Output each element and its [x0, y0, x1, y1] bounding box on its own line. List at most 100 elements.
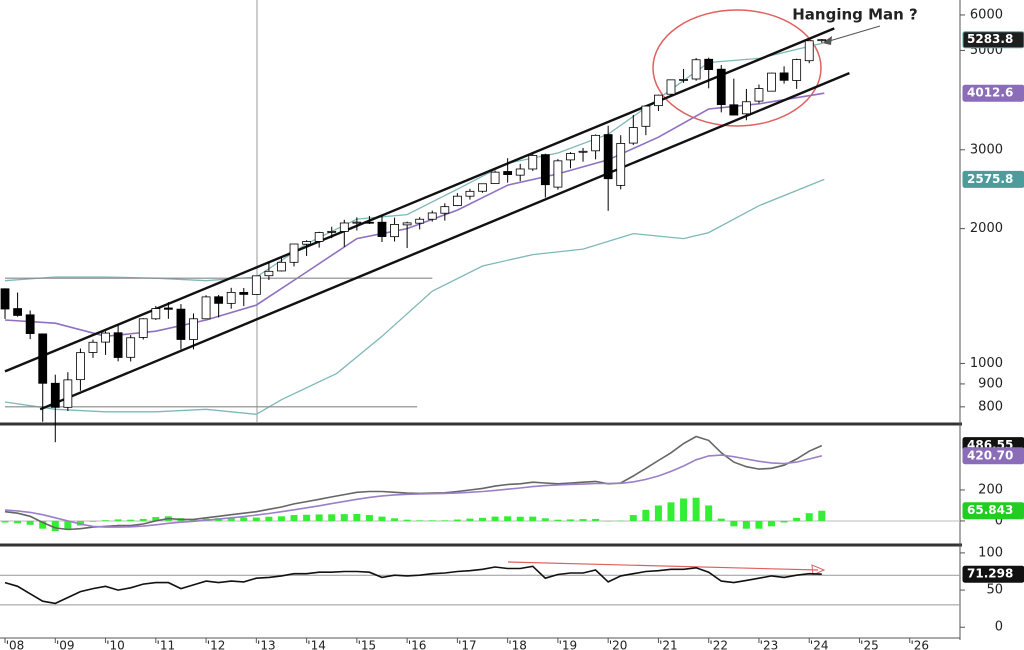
candle-body [490, 171, 500, 185]
candle-body [302, 241, 311, 245]
candle-body [704, 58, 714, 71]
y-tick-label: 1000 [970, 356, 1003, 371]
histogram-bar [14, 520, 22, 524]
histogram-bar [403, 519, 411, 521]
annotation: Hanging Man ? [792, 6, 918, 24]
histogram-bar [227, 517, 235, 521]
candle-body [691, 59, 701, 80]
histogram-bar [127, 519, 135, 521]
histogram-bar [416, 520, 424, 521]
x-tick-label: '24 [810, 639, 829, 650]
histogram-bar [780, 520, 788, 523]
price-label-box [962, 84, 1024, 102]
candle-body [515, 168, 525, 176]
histogram-bar [604, 520, 612, 522]
histogram-bar [152, 517, 160, 521]
price-label-box [962, 31, 1024, 49]
x-tick-label: '26 [910, 639, 929, 650]
candle-body [578, 150, 588, 153]
overlay-line [4, 27, 835, 373]
price-label: 4012.6 [967, 86, 1013, 100]
histogram-bar [617, 520, 625, 522]
candle-body [478, 183, 487, 192]
histogram-bar [768, 520, 776, 527]
x-tick-label: '11 [157, 639, 176, 650]
histogram-bar [566, 519, 574, 521]
candle-body [553, 160, 563, 188]
histogram-bar [353, 513, 361, 521]
candle-body [226, 291, 236, 304]
x-tick-label: '19 [559, 639, 578, 650]
candle-body [767, 72, 776, 92]
highlight-circle [652, 9, 822, 127]
candle-body [63, 379, 73, 408]
histogram-bar [516, 516, 524, 521]
x-tick-label: '16 [408, 639, 427, 650]
candle-body [176, 308, 186, 340]
price-label-box [962, 565, 1024, 583]
price-label-box [962, 502, 1024, 520]
indicator-line [4, 454, 822, 528]
x-tick-label: '13 [257, 639, 276, 650]
candle-body [641, 105, 651, 127]
candle-body [214, 296, 224, 304]
price-label: 65.843 [967, 503, 1013, 517]
divergence-line [507, 561, 819, 571]
candle-body [779, 72, 789, 81]
histogram-bar [504, 516, 512, 521]
histogram-bar [642, 509, 650, 521]
y-tick-label: 900 [978, 376, 1003, 391]
candle-body [201, 296, 211, 320]
histogram-bar [579, 519, 587, 521]
histogram-bar [717, 518, 725, 521]
histogram-bar [793, 517, 801, 521]
histogram-bar [629, 515, 637, 521]
candle-body [113, 332, 123, 358]
x-tick-label: '08 [6, 639, 25, 650]
candle-body [402, 222, 412, 226]
histogram-bar [479, 517, 487, 521]
x-tick-label: '17 [458, 639, 477, 650]
candle-body [277, 261, 286, 272]
y-tick-label: 100 [978, 545, 1003, 560]
histogram-bar [554, 519, 562, 521]
histogram-bar [667, 502, 675, 521]
candle-body [13, 308, 22, 316]
histogram-bar [26, 520, 34, 525]
y-tick-label: 2000 [970, 221, 1003, 236]
histogram-bar [592, 518, 600, 521]
histogram-bar [265, 516, 273, 521]
candle-body [804, 40, 814, 62]
histogram-bar [252, 517, 260, 521]
histogram-bar [303, 514, 311, 521]
histogram-bar [529, 516, 537, 521]
histogram-bar [315, 514, 323, 521]
annotation-arrow [825, 25, 881, 43]
x-tick-label: '10 [106, 639, 125, 650]
candle-body [138, 318, 148, 338]
y-tick-label: 0 [995, 513, 1003, 528]
histogram-bar [64, 520, 72, 530]
histogram-bar [39, 520, 47, 529]
candle-body [38, 333, 48, 384]
histogram-bar [654, 505, 662, 521]
candle-body [792, 59, 802, 81]
candle-body [603, 134, 613, 180]
candle-body [440, 206, 450, 214]
candle-body [679, 78, 688, 81]
x-tick-label: '12 [207, 639, 226, 650]
price-label: 420.70 [967, 448, 1013, 462]
y-tick-label: 800 [978, 399, 1003, 414]
candle-body [50, 382, 60, 408]
histogram-bar [290, 515, 298, 521]
indicator-line [4, 435, 823, 531]
candle-body [377, 221, 387, 237]
candle-body [716, 68, 726, 105]
histogram-bar [730, 520, 738, 527]
divergence-arrowhead [811, 564, 826, 576]
candle-body [264, 270, 274, 277]
candle-body [239, 291, 249, 295]
candle-body [616, 142, 626, 186]
